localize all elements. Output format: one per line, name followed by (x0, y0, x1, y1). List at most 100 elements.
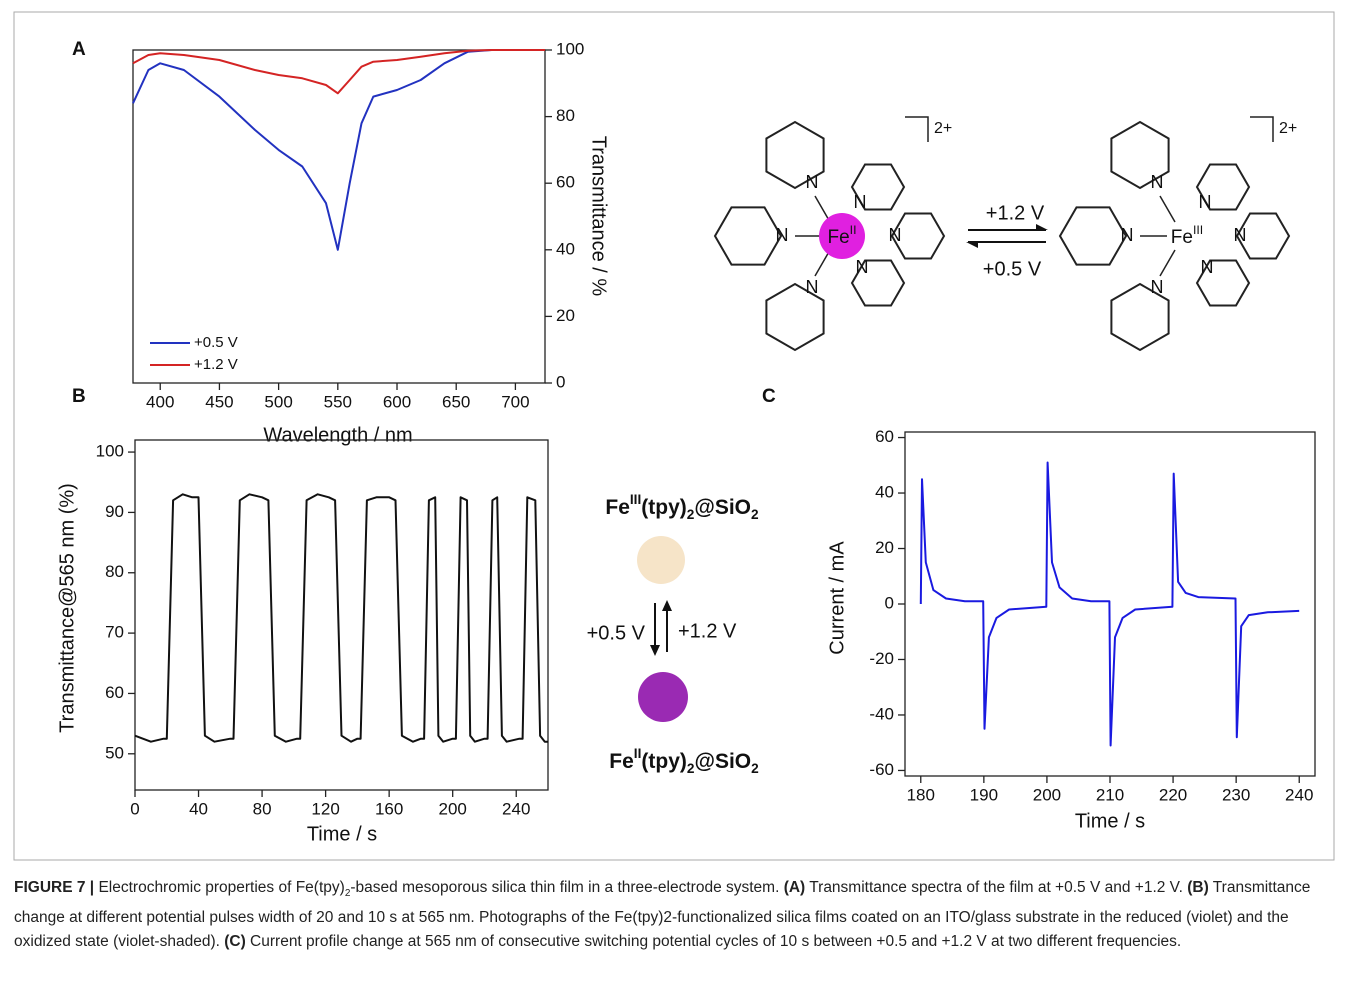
x-tick-label: 400 (146, 392, 174, 411)
metal-center (819, 213, 865, 259)
y-tick-label: 90 (105, 502, 124, 521)
x-tick-label: 240 (1285, 785, 1313, 804)
formula-part: III (630, 492, 641, 507)
formula-part: Fe (827, 227, 849, 248)
series-line (134, 493, 548, 743)
caption-text: (C) (224, 933, 246, 951)
formula-part: 2 (687, 761, 695, 776)
formula-part: Fe (1171, 227, 1193, 248)
caption-text: Transmittance spectra of the film at +0.… (805, 879, 1188, 896)
y-tick-label: 60 (105, 683, 124, 702)
y-tick-label: 80 (556, 106, 575, 125)
charge-bracket (1250, 116, 1274, 142)
y-tick-label: -20 (869, 649, 894, 668)
formula-part: II (850, 223, 857, 237)
caption-text: Transmittance change at different potent… (14, 879, 1311, 951)
caption-text: 2 (344, 888, 351, 900)
atom-label: N (854, 192, 867, 212)
x-tick-label: 220 (1159, 785, 1187, 804)
y-tick-label: 20 (556, 306, 575, 325)
formula: FeIII (1171, 223, 1203, 248)
x-tick-label: 190 (970, 785, 998, 804)
panel-label: B (72, 386, 86, 407)
bond (814, 249, 831, 277)
y-tick-label: -60 (869, 760, 894, 779)
x-tick-label: 0 (130, 799, 139, 818)
ring (1110, 282, 1170, 352)
atom-label: N (1199, 192, 1212, 212)
panel-label: A (72, 39, 86, 60)
plot-frame (132, 49, 546, 384)
x-tick-label: 80 (253, 799, 272, 818)
caption-text: -based mesoporous silica thin film in a … (350, 879, 784, 896)
x-tick-label: 700 (501, 392, 529, 411)
caption-text: FIGURE 7 | (14, 879, 95, 896)
atom-label: N (856, 257, 869, 277)
y-tick-label: 40 (556, 239, 575, 258)
x-tick-label: 600 (383, 392, 411, 411)
arrow-label: +1.2 V (986, 202, 1045, 224)
ring (713, 206, 783, 266)
y-tick-label: 80 (105, 562, 124, 581)
arrow-head (662, 600, 672, 611)
caption-text: Current profile change at 565 nm of cons… (245, 933, 1182, 951)
atom-label: N (889, 225, 902, 245)
atom-label: N (1234, 225, 1247, 245)
arrow-label: +0.5 V (587, 622, 646, 644)
series-line (132, 49, 545, 251)
ring (850, 259, 906, 307)
panel-label: C (762, 386, 776, 407)
arrow-head (966, 242, 978, 248)
y-tick-label: 60 (875, 427, 894, 446)
x-tick-label: 180 (907, 785, 935, 804)
y-tick-label: 20 (875, 538, 894, 557)
x-axis-title: Time / s (1075, 810, 1145, 832)
x-axis-title: Time / s (307, 823, 377, 845)
atom-label: N (1201, 257, 1214, 277)
legend-label: +0.5 V (194, 334, 238, 351)
atom-label: N (806, 277, 819, 297)
ring (1058, 206, 1128, 266)
film-photo-oxidized (637, 536, 685, 584)
plot-frame (134, 439, 549, 791)
x-tick-label: 650 (442, 392, 470, 411)
x-tick-label: 200 (439, 799, 467, 818)
formula: FeIII(tpy)2@SiO2 (605, 492, 759, 522)
arrow-head (1036, 224, 1048, 230)
atom-label: N (1151, 172, 1164, 192)
formula-part: III (1193, 223, 1203, 237)
caption: FIGURE 7 | Electrochromic properties of … (14, 876, 1334, 954)
ring (765, 120, 825, 190)
series-line (132, 49, 545, 95)
y-tick-label: 70 (105, 623, 124, 642)
bond (1159, 249, 1176, 277)
formula-part: 2 (751, 507, 759, 522)
y-tick-label: 50 (105, 743, 124, 762)
formula-part: @SiO (694, 496, 751, 519)
atom-label: N (1151, 277, 1164, 297)
charge: 2+ (934, 120, 952, 137)
y-tick-label: 40 (875, 483, 894, 502)
x-tick-label: 120 (311, 799, 339, 818)
y-tick-label: 60 (556, 173, 575, 192)
ring (765, 282, 825, 352)
charge-bracket (905, 116, 929, 142)
formula-part: Fe (609, 750, 634, 773)
y-tick-label: 100 (96, 442, 124, 461)
caption-text: (B) (1187, 879, 1209, 896)
y-tick-label: 0 (556, 372, 565, 391)
formula-part: (tpy) (641, 496, 687, 519)
ring (1235, 212, 1291, 260)
arrow-head (650, 645, 660, 656)
formula-part: (tpy) (641, 750, 687, 773)
x-tick-label: 450 (205, 392, 233, 411)
formula-part: Fe (605, 496, 630, 519)
x-axis-title: Wavelength / nm (263, 424, 412, 446)
y-tick-label: 100 (556, 39, 584, 58)
x-tick-label: 240 (502, 799, 530, 818)
ring (1195, 259, 1251, 307)
x-tick-label: 160 (375, 799, 403, 818)
caption-text: (A) (783, 879, 806, 896)
